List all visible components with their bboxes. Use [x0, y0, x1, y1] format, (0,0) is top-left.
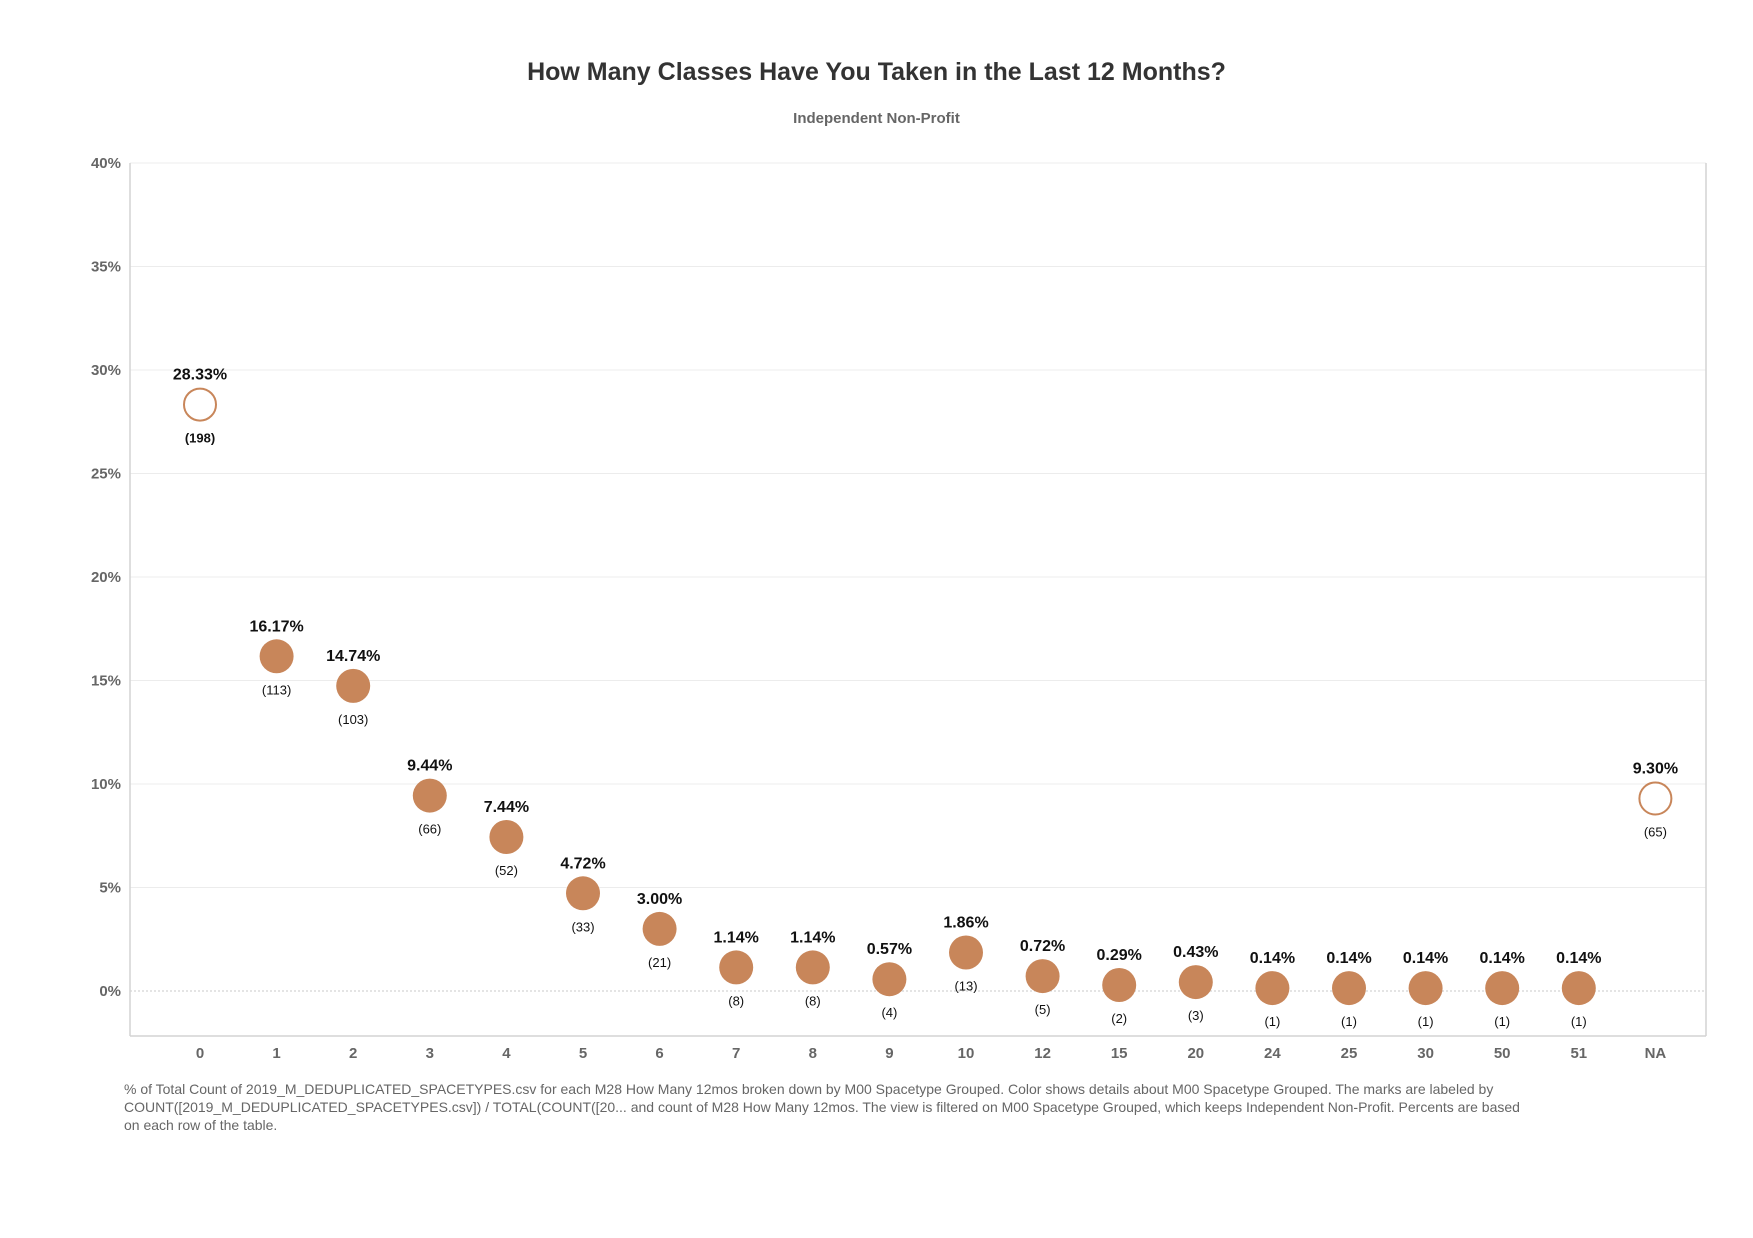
x-tick-label: 1 — [272, 1045, 280, 1062]
data-point — [1561, 971, 1596, 1006]
count-label: (13) — [954, 978, 977, 993]
y-tick-label: 15% — [91, 673, 121, 690]
y-tick-label: 0% — [99, 983, 121, 1000]
y-tick-label: 5% — [99, 880, 121, 897]
count-label: (1) — [1494, 1014, 1510, 1029]
percent-label: 4.72% — [560, 855, 605, 872]
x-tick-label: 10 — [958, 1045, 975, 1062]
data-point — [1255, 971, 1290, 1006]
percent-label: 9.44% — [407, 758, 452, 775]
y-tick-label: 35% — [91, 259, 121, 276]
x-tick-label: 2 — [349, 1045, 357, 1062]
data-point — [1025, 959, 1060, 994]
chart-caption: % of Total Count of 2019_M_DEDUPLICATED_… — [124, 1081, 1520, 1133]
x-tick-label: 15 — [1111, 1045, 1128, 1062]
x-tick-label: 3 — [426, 1045, 434, 1062]
count-label: (21) — [648, 955, 671, 970]
hollow-point — [183, 387, 217, 422]
axis-layer: 40%35%30%25%20%15%10%5%0%0 1 2 3 4 5 6 7 8 9 10 12 1… — [91, 155, 1707, 1062]
count-label: (4) — [881, 1005, 897, 1020]
y-tick-label: 40% — [91, 155, 121, 172]
x-tick-label: 25 — [1341, 1045, 1358, 1062]
percent-label: 0.14% — [1480, 950, 1525, 967]
data-point — [1485, 971, 1520, 1006]
count-label: (198) — [185, 431, 215, 446]
x-tick-label: 20 — [1187, 1045, 1204, 1062]
x-tick-label: 30 — [1417, 1045, 1434, 1062]
y-tick-label: 30% — [91, 362, 121, 379]
percent-label: 9.30% — [1633, 760, 1678, 777]
data-point — [489, 819, 524, 854]
x-tick-label: 24 — [1264, 1045, 1281, 1062]
y-tick-label: 10% — [91, 776, 121, 793]
x-tick-label: 7 — [732, 1045, 740, 1062]
count-label: (5) — [1035, 1002, 1051, 1017]
percent-label: 0.57% — [867, 941, 912, 958]
grid-layer — [130, 162, 1706, 992]
data-point — [412, 778, 447, 813]
percent-label: 0.29% — [1097, 947, 1142, 964]
data-point — [719, 950, 754, 985]
percent-label: 16.17% — [249, 618, 303, 635]
data-point — [642, 911, 677, 946]
percent-label: 0.14% — [1326, 950, 1371, 967]
count-label: (65) — [1644, 824, 1667, 839]
count-label: (33) — [571, 919, 594, 934]
count-label: (103) — [338, 712, 368, 727]
data-point — [1408, 971, 1443, 1006]
x-tick-label: 12 — [1034, 1045, 1051, 1062]
percent-label: 1.14% — [714, 929, 759, 946]
count-label: (8) — [805, 993, 821, 1008]
data-point — [795, 950, 830, 985]
x-tick-label: 6 — [655, 1045, 663, 1062]
percent-label: 3.00% — [637, 891, 682, 908]
x-tick-label: 5 — [579, 1045, 587, 1062]
x-tick-label: 0 — [196, 1045, 204, 1062]
label-layer: 28.33% (198) 16.17% (113) 14.74% (103) 9.44% (6… — [173, 367, 1678, 1030]
count-label: (113) — [262, 682, 291, 697]
percent-label: 14.74% — [326, 648, 380, 665]
data-point — [1178, 965, 1213, 1000]
y-tick-label: 25% — [91, 466, 121, 483]
hollow-point — [1638, 781, 1673, 816]
chart-subtitle: Independent Non-Profit — [793, 110, 960, 127]
mark-layer — [183, 387, 1673, 1006]
x-tick-label: NA — [1645, 1045, 1667, 1062]
y-tick-label: 20% — [91, 569, 121, 586]
data-point — [949, 935, 983, 970]
x-tick-label: 51 — [1570, 1045, 1587, 1062]
count-label: (8) — [728, 993, 744, 1008]
percent-label: 28.33% — [173, 367, 227, 384]
percent-label: 1.14% — [790, 929, 835, 946]
percent-label: 0.14% — [1250, 950, 1295, 967]
x-tick-label: 4 — [502, 1045, 511, 1062]
count-label: (1) — [1418, 1014, 1434, 1029]
percent-label: 7.44% — [484, 799, 529, 816]
data-point — [336, 668, 371, 703]
percent-label: 0.43% — [1173, 944, 1218, 961]
chart-title: How Many Classes Have You Taken in the L… — [527, 58, 1226, 86]
count-label: (1) — [1341, 1014, 1357, 1029]
count-label: (66) — [418, 822, 441, 837]
count-label: (52) — [495, 863, 518, 878]
x-tick-label: 50 — [1494, 1045, 1511, 1062]
x-tick-label: 9 — [885, 1045, 893, 1062]
percent-label: 0.72% — [1020, 938, 1065, 955]
x-tick-label: 8 — [809, 1045, 817, 1062]
percent-label: 0.14% — [1403, 950, 1448, 967]
percent-label: 1.86% — [943, 914, 988, 931]
count-label: (1) — [1571, 1014, 1587, 1029]
data-point — [566, 876, 600, 911]
count-label: (3) — [1188, 1008, 1204, 1023]
data-point — [1102, 967, 1137, 1002]
data-point — [872, 962, 907, 997]
percent-label: 0.14% — [1556, 950, 1601, 967]
data-point — [1332, 971, 1366, 1006]
count-label: (2) — [1111, 1011, 1127, 1026]
data-point — [259, 639, 294, 674]
count-label: (1) — [1264, 1014, 1280, 1029]
